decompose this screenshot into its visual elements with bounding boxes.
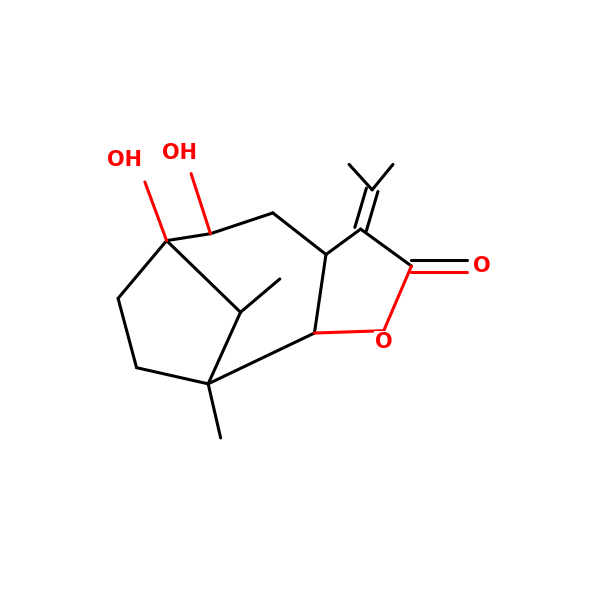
- Text: O: O: [375, 332, 392, 352]
- Text: O: O: [473, 256, 491, 276]
- Text: OH: OH: [107, 150, 142, 170]
- Text: OH: OH: [161, 143, 197, 163]
